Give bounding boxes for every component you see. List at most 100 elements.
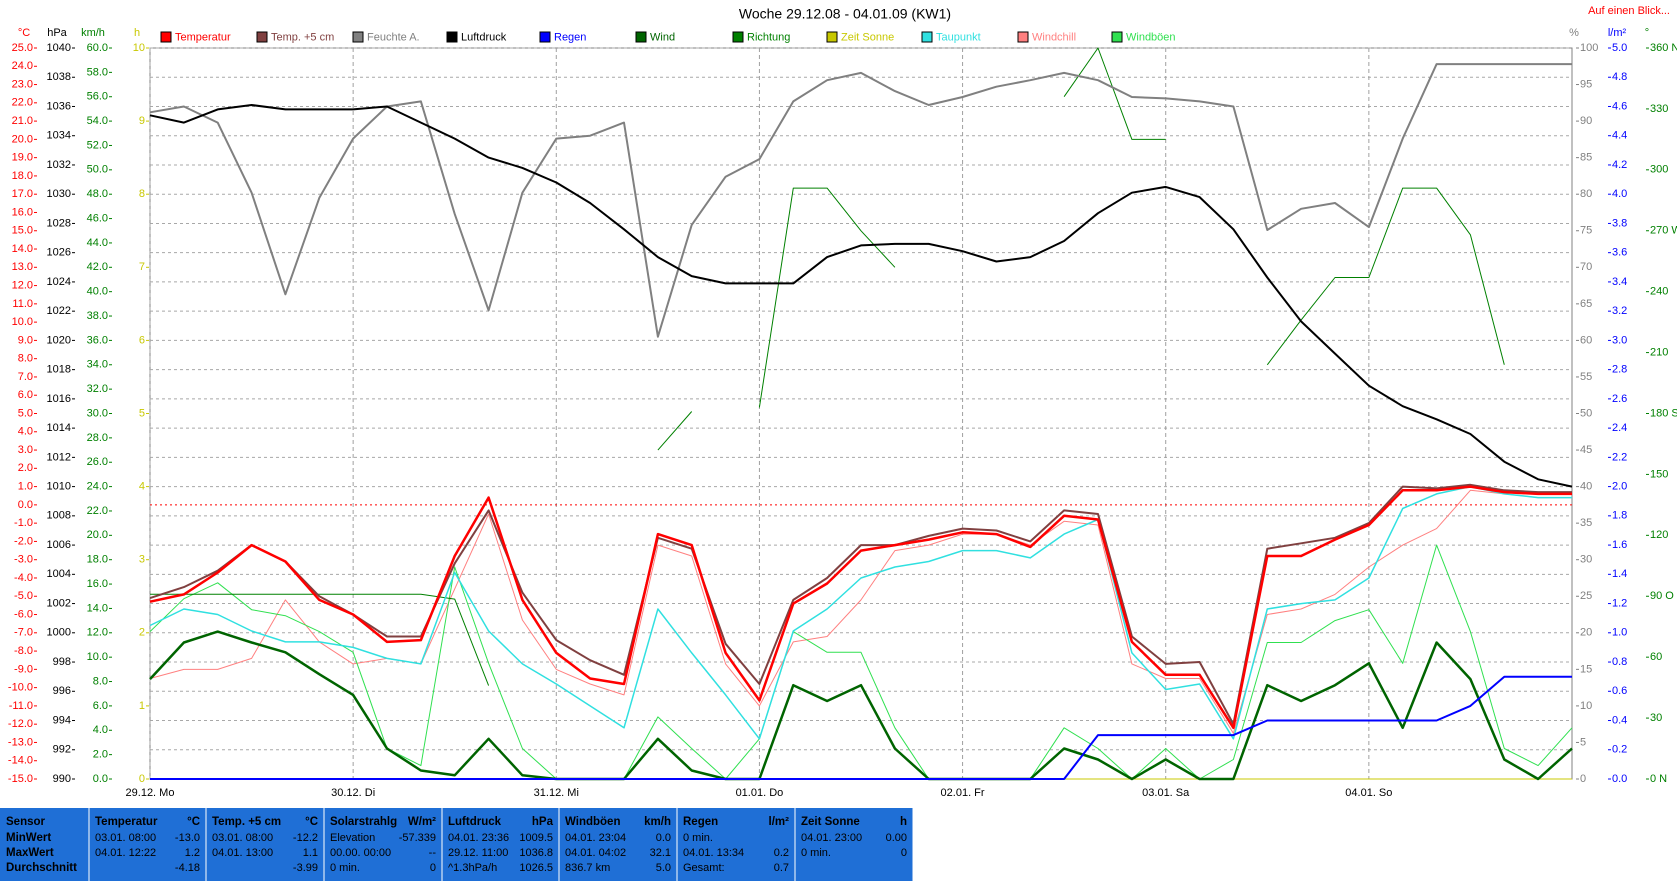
legend-label: Windböen — [1126, 31, 1176, 43]
y-tick-label: 150 — [1650, 468, 1668, 480]
y-tick-label: 994 — [53, 714, 71, 726]
y-tick-label: 22.0 — [12, 97, 33, 109]
y-tick-label: 360 N — [1650, 42, 1677, 54]
y-tick-label: 50 — [1580, 407, 1592, 419]
table-cell: -57.339 — [399, 832, 436, 844]
y-tick-label: -14.0 — [8, 755, 33, 767]
x-tick-label: 30.12. Di — [331, 787, 375, 799]
table-cell: 04.01. 13:34 — [683, 847, 744, 859]
legend-swatch — [921, 31, 933, 43]
y-tick-label: 2.8 — [1612, 364, 1627, 376]
y-tick-label: 2 — [139, 627, 145, 639]
y-tick-label: 19.0 — [12, 152, 33, 164]
table-cell: 03.01. 08:00 — [212, 832, 273, 844]
legend-swatch — [256, 31, 268, 43]
series-line — [149, 485, 1572, 730]
axis-unit: km/h — [81, 27, 105, 39]
y-tick-label: 1002 — [47, 597, 71, 609]
table-unit: W/m² — [408, 816, 436, 828]
table-unit: °C — [305, 816, 318, 828]
table-cell: 04.01. 23:04 — [565, 832, 626, 844]
legend-swatch — [1111, 31, 1123, 43]
legend-swatch — [635, 31, 647, 43]
y-tick-label: 0.6 — [1612, 685, 1627, 697]
y-tick-label: 11.0 — [12, 298, 33, 310]
legend-swatch — [826, 31, 838, 43]
y-tick-label: 1036 — [47, 100, 71, 112]
y-tick-label: -1.0 — [14, 517, 33, 529]
y-tick-label: 1.6 — [1612, 539, 1627, 551]
y-tick-label: 4 — [139, 481, 145, 493]
legend-label: Regen — [554, 31, 586, 43]
y-tick-label: 18.0 — [12, 170, 33, 182]
table-cell: 1026.5 — [519, 862, 553, 874]
y-tick-label: 3.0 — [18, 444, 33, 456]
table-row-label: Durchschnitt — [6, 862, 77, 874]
y-tick-label: 3.4 — [1612, 276, 1627, 288]
y-tick-label: 65 — [1580, 298, 1592, 310]
y-tick-label: 50.0 — [87, 164, 108, 176]
y-tick-label: 55 — [1580, 371, 1592, 383]
y-tick-label: 36.0 — [87, 334, 108, 346]
legend-swatch — [732, 31, 744, 43]
table-cell: -3.99 — [293, 862, 318, 874]
table-cell: Gesamt: — [683, 862, 725, 874]
y-tick-label: 90 — [1580, 115, 1592, 127]
table-header: Luftdruck — [448, 816, 502, 828]
y-tick-label: 1020 — [47, 334, 71, 346]
y-tick-label: -12.0 — [8, 718, 33, 730]
table-cell: 5.0 — [656, 862, 671, 874]
y-tick-label: 44.0 — [87, 237, 108, 249]
table-header: Solarstrahlg — [330, 816, 397, 828]
table-unit: l/m² — [769, 816, 790, 828]
y-tick-label: -8.0 — [14, 645, 33, 657]
y-tick-label: 23.0 — [12, 78, 33, 90]
y-tick-label: 38.0 — [87, 310, 108, 322]
table-row-label: MinWert — [6, 832, 51, 844]
table-unit: °C — [187, 816, 200, 828]
y-tick-label: 58.0 — [87, 66, 108, 78]
table-cell: 0 — [901, 847, 907, 859]
table-cell: 29.12. 11:00 — [448, 847, 508, 859]
y-tick-label: 7 — [139, 261, 145, 273]
link[interactable]: Auf einen Blick... — [1588, 5, 1670, 17]
y-tick-label: 8.0 — [93, 675, 108, 687]
series-line — [149, 483, 1572, 726]
legend-label: Feuchte A. — [367, 31, 420, 43]
y-tick-label: -11.0 — [9, 700, 33, 712]
y-tick-label: 300 — [1650, 164, 1668, 176]
y-tick-label: 56.0 — [87, 91, 108, 103]
y-tick-label: 2.0 — [1612, 481, 1627, 493]
table-unit: h — [900, 816, 907, 828]
y-tick-label: 54.0 — [87, 115, 108, 127]
legend-label: Temperatur — [175, 31, 231, 43]
y-tick-label: 0.0 — [93, 773, 108, 785]
y-tick-label: 35 — [1580, 517, 1592, 529]
y-tick-label: 1024 — [47, 276, 71, 288]
y-tick-label: 270 W — [1650, 225, 1677, 237]
table-cell: 1.2 — [185, 847, 200, 859]
table-cell: 0 — [430, 862, 436, 874]
y-tick-label: 1016 — [47, 393, 71, 405]
y-tick-label: 0 N — [1650, 773, 1667, 785]
axis-unit: hPa — [47, 27, 67, 39]
y-tick-label: 1028 — [47, 217, 71, 229]
table-cell: 0.00 — [886, 832, 907, 844]
y-tick-label: 14.0 — [87, 602, 108, 614]
table-cell: 1.1 — [303, 847, 318, 859]
legend-swatch — [352, 31, 364, 43]
legend-swatch — [1017, 31, 1029, 43]
y-tick-label: 10 — [133, 42, 145, 54]
axis-unit: °C — [18, 27, 30, 39]
y-tick-label: -9.0 — [14, 663, 33, 675]
y-tick-label: 48.0 — [87, 188, 108, 200]
y-tick-label: 8 — [139, 188, 145, 200]
y-tick-label: 17.0 — [12, 188, 33, 200]
y-tick-label: 10 — [1580, 700, 1592, 712]
y-tick-label: 6.0 — [18, 389, 33, 401]
y-tick-label: 24.0 — [87, 481, 108, 493]
x-tick-label: 03.01. Sa — [1142, 787, 1190, 799]
chart-title: Woche 29.12.08 - 04.01.09 (KW1) — [739, 6, 951, 22]
